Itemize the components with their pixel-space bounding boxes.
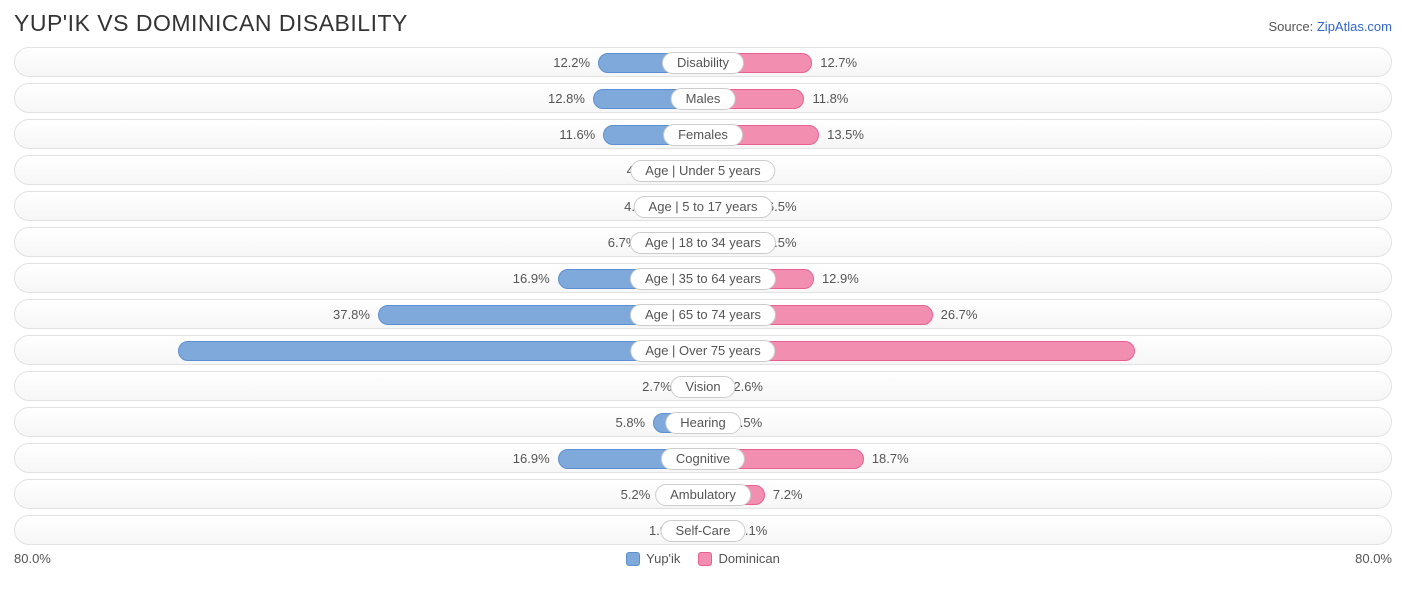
chart-row: 12.8% 11.8% Males	[14, 83, 1392, 113]
legend: Yup'ik Dominican	[626, 551, 780, 566]
chart-row: 6.7%6.5%Age | 18 to 34 years	[14, 227, 1392, 257]
legend-swatch-left	[626, 552, 640, 566]
row-label: Age | 65 to 74 years	[630, 304, 776, 326]
legend-swatch-right	[698, 552, 712, 566]
value-left: 12.8%	[548, 84, 585, 114]
chart-row: 2.7% 2.6%Vision	[14, 371, 1392, 401]
row-label: Cognitive	[661, 448, 745, 470]
chart-row: 16.9% 18.7% Cognitive	[14, 443, 1392, 473]
row-label: Females	[663, 124, 743, 146]
value-left: 2.7%	[642, 372, 672, 402]
row-label: Hearing	[665, 412, 741, 434]
value-left: 37.8%	[333, 300, 370, 330]
value-right: 18.7%	[872, 444, 909, 474]
value-right: 2.6%	[733, 372, 763, 402]
value-left: 5.2%	[621, 480, 651, 510]
chart-row: 4.8%6.5%Age | 5 to 17 years	[14, 191, 1392, 221]
chart-row: 61.1%50.2%Age | Over 75 years	[14, 335, 1392, 365]
chart-header: YUP'IK VS DOMINICAN DISABILITY Source: Z…	[14, 10, 1392, 37]
value-left: 16.9%	[513, 444, 550, 474]
chart-footer: 80.0% Yup'ik Dominican 80.0%	[14, 551, 1392, 566]
chart-row: 37.8% 26.7% Age | 65 to 74 years	[14, 299, 1392, 329]
value-right: 12.7%	[820, 48, 857, 78]
chart-row: 4.5%1.1%Age | Under 5 years	[14, 155, 1392, 185]
legend-item-right: Dominican	[698, 551, 779, 566]
legend-label-right: Dominican	[718, 551, 779, 566]
row-label: Disability	[662, 52, 744, 74]
value-left: 5.8%	[615, 408, 645, 438]
row-label: Age | 5 to 17 years	[634, 196, 773, 218]
chart-rows: 12.2% 12.7% Disability 12.8% 11.8% Males 11.6%…	[14, 47, 1392, 545]
value-right: 12.9%	[822, 264, 859, 294]
chart-row: 16.9% 12.9% Age | 35 to 64 years	[14, 263, 1392, 293]
value-left: 11.6%	[559, 120, 595, 150]
row-label: Age | 35 to 64 years	[630, 268, 776, 290]
axis-right-max: 80.0%	[1355, 551, 1392, 566]
row-label: Age | 18 to 34 years	[630, 232, 776, 254]
axis-left-max: 80.0%	[14, 551, 51, 566]
chart-row: 11.6% 13.5% Females	[14, 119, 1392, 149]
row-label: Age | Under 5 years	[630, 160, 775, 182]
row-label: Males	[671, 88, 736, 110]
value-right: 7.2%	[773, 480, 803, 510]
chart-title: YUP'IK VS DOMINICAN DISABILITY	[14, 10, 408, 37]
chart-row: 5.2% 7.2% Ambulatory	[14, 479, 1392, 509]
row-label: Vision	[670, 376, 735, 398]
row-label: Ambulatory	[655, 484, 751, 506]
chart-row: 1.9%3.1%Self-Care	[14, 515, 1392, 545]
legend-item-left: Yup'ik	[626, 551, 680, 566]
value-left: 16.9%	[513, 264, 550, 294]
value-left: 12.2%	[553, 48, 590, 78]
row-label: Self-Care	[661, 520, 746, 542]
value-right: 26.7%	[941, 300, 978, 330]
bar-left	[178, 341, 703, 361]
chart-container: YUP'IK VS DOMINICAN DISABILITY Source: Z…	[0, 0, 1406, 574]
source-link[interactable]: ZipAtlas.com	[1317, 19, 1392, 34]
value-right: 11.8%	[812, 84, 848, 114]
source-line: Source: ZipAtlas.com	[1268, 19, 1392, 34]
legend-label-left: Yup'ik	[646, 551, 680, 566]
chart-row: 12.2% 12.7% Disability	[14, 47, 1392, 77]
source-label: Source:	[1268, 19, 1316, 34]
row-label: Age | Over 75 years	[630, 340, 775, 362]
value-right: 13.5%	[827, 120, 864, 150]
chart-row: 5.8%2.5%Hearing	[14, 407, 1392, 437]
